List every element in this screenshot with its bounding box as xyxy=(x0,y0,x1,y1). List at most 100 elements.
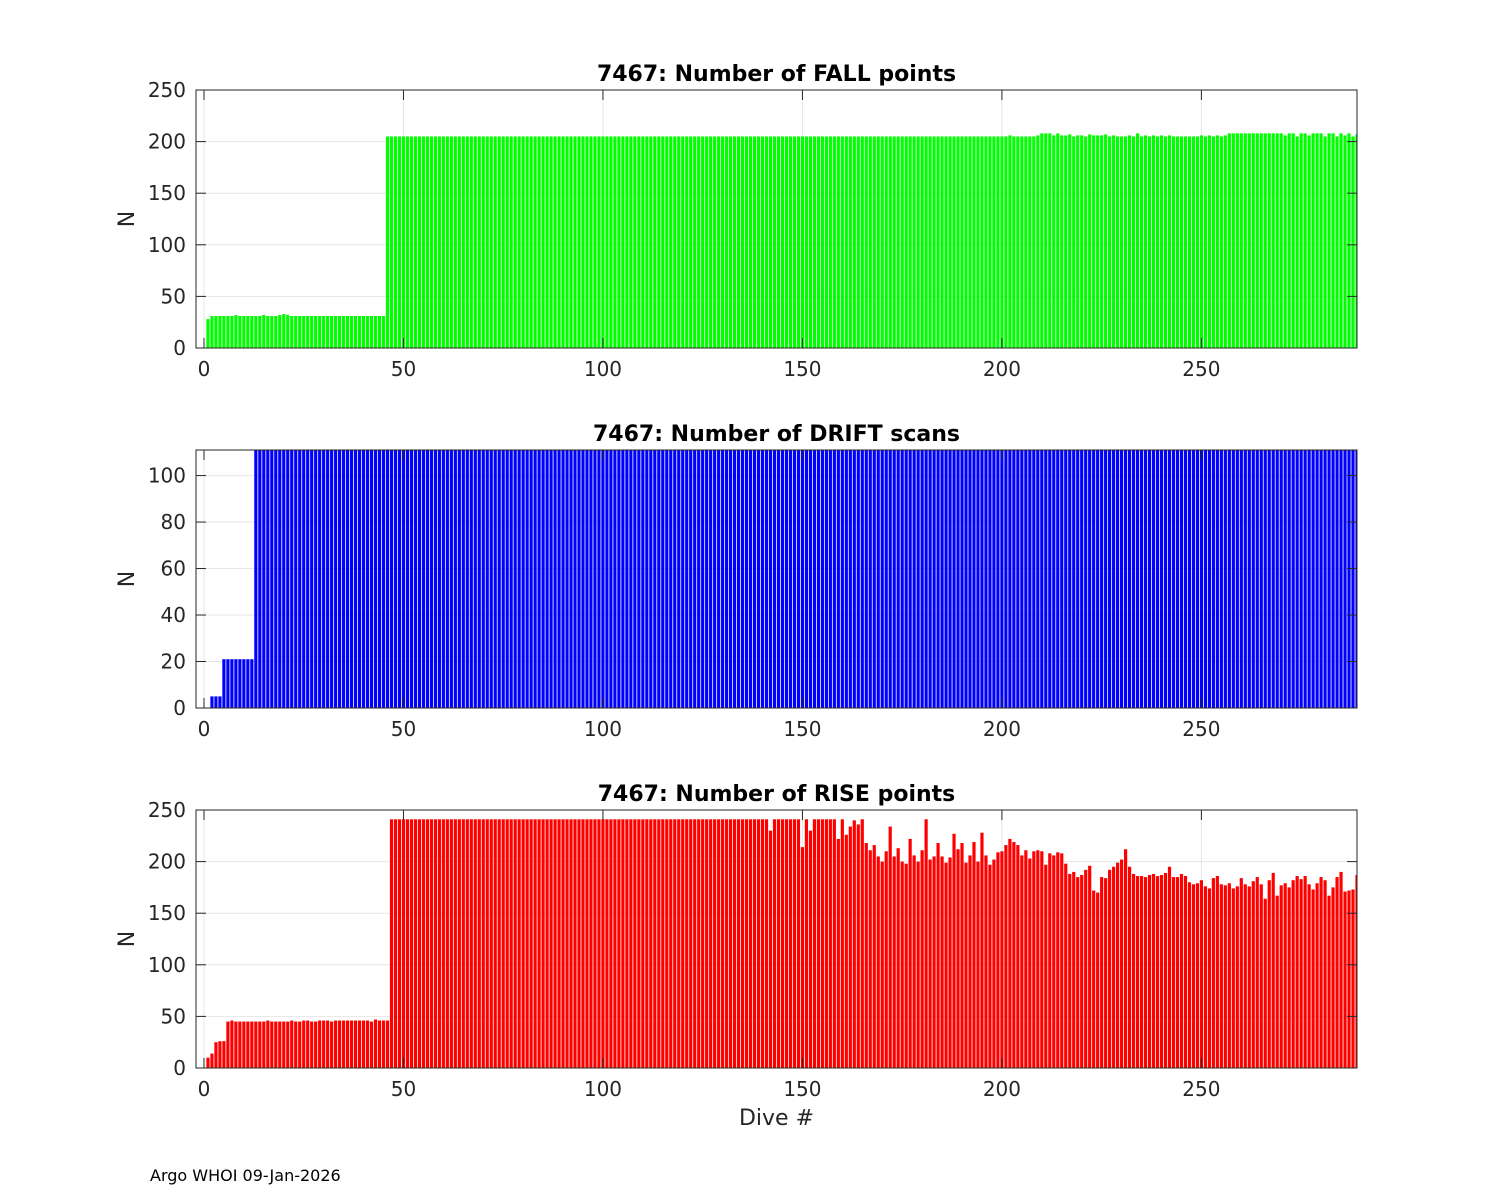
bar xyxy=(1112,866,1116,1068)
bar xyxy=(286,314,290,348)
bar xyxy=(1139,136,1144,348)
bar xyxy=(425,819,429,1068)
bar xyxy=(1343,891,1347,1068)
bar xyxy=(449,819,453,1068)
bar xyxy=(1311,889,1315,1068)
bar xyxy=(1195,450,1200,708)
bar xyxy=(641,819,645,1068)
bar xyxy=(278,1021,282,1068)
bar xyxy=(1223,885,1227,1068)
bar xyxy=(641,450,645,708)
bar xyxy=(1112,135,1116,348)
bar xyxy=(884,136,888,348)
bar xyxy=(593,819,597,1068)
bar xyxy=(473,136,477,348)
bar xyxy=(425,136,429,348)
bar xyxy=(1060,853,1064,1068)
bar xyxy=(1151,873,1156,1068)
bar xyxy=(1327,450,1331,708)
bar xyxy=(940,856,944,1068)
bar xyxy=(740,819,745,1068)
bar xyxy=(517,450,521,708)
bar xyxy=(896,136,900,348)
bar xyxy=(1159,450,1164,708)
bar xyxy=(1175,877,1180,1068)
bar xyxy=(1048,133,1052,348)
bar xyxy=(1080,135,1084,348)
bar xyxy=(489,450,493,708)
bar xyxy=(1327,895,1331,1068)
bar xyxy=(357,316,362,348)
bar xyxy=(776,450,781,708)
bar xyxy=(792,819,797,1068)
bar xyxy=(1024,450,1028,708)
bar xyxy=(218,316,222,348)
bar xyxy=(1108,136,1112,348)
bar xyxy=(960,843,964,1068)
bar xyxy=(413,450,418,708)
bar xyxy=(1135,133,1140,348)
bar xyxy=(860,819,864,1068)
bar xyxy=(593,450,597,708)
bar xyxy=(1084,136,1088,348)
bar xyxy=(1275,895,1279,1068)
bar xyxy=(222,316,226,348)
bar xyxy=(936,450,940,708)
bar xyxy=(884,450,888,708)
bar xyxy=(984,855,988,1068)
bar xyxy=(210,1053,214,1068)
bar xyxy=(824,450,828,708)
bar xyxy=(1199,135,1203,348)
bar xyxy=(210,696,214,708)
bar xyxy=(964,450,968,708)
x-tick-label: 100 xyxy=(584,357,622,381)
bar xyxy=(609,819,613,1068)
bar xyxy=(1004,845,1008,1068)
bar xyxy=(497,136,501,348)
bar xyxy=(1239,878,1243,1068)
bar xyxy=(346,316,350,348)
bar xyxy=(469,136,473,348)
bar xyxy=(992,450,996,708)
bar xyxy=(457,819,461,1068)
bar xyxy=(748,450,753,708)
bar xyxy=(701,819,705,1068)
bar xyxy=(517,819,521,1068)
bar xyxy=(286,450,290,708)
bar xyxy=(888,826,892,1068)
bar xyxy=(820,450,824,708)
bar xyxy=(645,819,649,1068)
bar xyxy=(401,450,406,708)
bar xyxy=(513,450,517,708)
bar xyxy=(1255,133,1259,348)
bar xyxy=(1100,877,1104,1068)
bar xyxy=(740,450,745,708)
bar xyxy=(1092,450,1096,708)
bar xyxy=(361,316,366,348)
bar xyxy=(617,450,621,708)
bar xyxy=(1072,450,1076,708)
bar xyxy=(1008,838,1012,1068)
bar xyxy=(1299,879,1303,1068)
bar xyxy=(310,1021,314,1068)
bar xyxy=(996,450,1000,708)
chart-title: 7467: Number of FALL points xyxy=(597,62,956,87)
bar xyxy=(1323,880,1327,1068)
bar xyxy=(633,819,637,1068)
bar xyxy=(1159,875,1164,1068)
bar xyxy=(653,450,657,708)
bar xyxy=(545,450,549,708)
bar xyxy=(900,450,904,708)
bar xyxy=(689,450,693,708)
bar xyxy=(222,1041,226,1068)
bar xyxy=(780,136,785,348)
x-tick-label: 150 xyxy=(783,357,821,381)
bar xyxy=(529,136,533,348)
bar xyxy=(824,819,828,1068)
bar xyxy=(242,659,246,708)
bar xyxy=(832,450,836,708)
bar xyxy=(481,136,485,348)
bar xyxy=(820,819,824,1068)
bar xyxy=(709,450,713,708)
